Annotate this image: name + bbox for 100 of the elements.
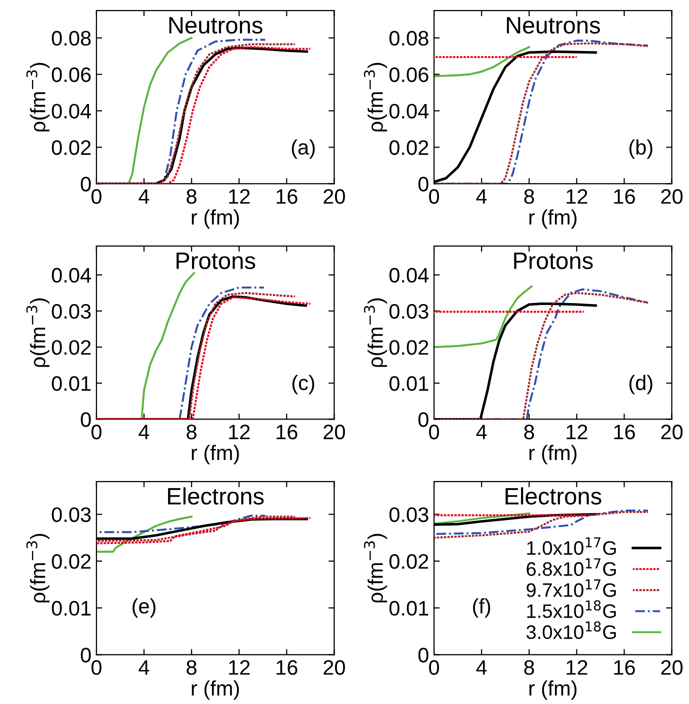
y-tick-label: 0.02 [52,140,91,156]
x-tick-label: 20 [661,424,683,440]
y-tick-label: 0.01 [389,376,428,391]
line-series [96,517,312,544]
y-tick-label: 0.03 [52,507,91,522]
x-tick-label: 0 [429,424,440,440]
y-tick-label: 0.01 [389,600,428,616]
line-series [434,511,649,539]
legend-label: 6.8x10$^{17}$G [526,558,616,576]
y-tick-label: 0.08 [389,30,428,46]
annotation: (a) [292,139,315,159]
line-series [434,46,530,78]
x-tick-label: 8 [186,660,196,675]
y-tick-label: 0.01 [52,376,91,391]
y-tick-label: 0.03 [389,304,428,319]
chart-title: Electrons [506,487,602,505]
x-axis-title: r (fm) [192,209,239,229]
y-tick-label: 0.08 [52,30,91,46]
y-tick-label: 0.04 [52,268,91,283]
y-axis-title: ρ(fm$^{−3}$) [26,534,50,602]
x-tick-label: 0 [91,189,102,204]
line-series [434,512,530,525]
y-tick-label: 0 [418,176,428,192]
x-tick-label: 20 [324,424,345,440]
y-tick-label: 0.01 [52,600,91,616]
y-axis-title: ρ(fm$^{−3}$) [364,534,388,602]
x-tick-label: 20 [661,189,683,204]
x-tick-label: 12 [229,660,250,675]
y-tick-label: 0 [80,648,91,662]
y-tick-label: 0.06 [52,67,91,82]
line-series [96,516,193,553]
chart-title: Protons [514,252,593,270]
x-tick-label: 16 [614,660,635,675]
y-tick-label: 0 [418,648,428,662]
chart-title: Electrons [168,487,264,505]
y-tick-label: 0.03 [52,304,91,319]
y-tick-label: 0.04 [389,268,429,283]
legend-label: 1.5x10$^{18}$G [527,600,616,618]
x-tick-label: 20 [661,660,683,675]
annotation: (b) [629,139,652,159]
x-tick-label: 20 [324,660,345,675]
x-tick-label: 4 [476,660,487,675]
x-axis-title: r (fm) [529,680,576,700]
legend-label: 1.0x10$^{17}$G [527,537,616,555]
y-axis-title: ρ(fm$^{−3}$) [26,298,50,367]
x-tick-label: 0 [91,660,102,675]
annotation: (e) [132,598,156,618]
x-tick-label: 12 [229,189,250,204]
y-axis-title: ρ(fm$^{−3}$) [26,62,50,132]
x-tick-label: 4 [476,189,487,204]
x-tick-label: 12 [566,424,588,440]
legend-label: 9.7x10$^{17}$G [526,579,616,597]
x-axis-title: r (fm) [192,444,239,464]
annotation: (f) [473,598,490,618]
x-axis-title: r (fm) [192,680,239,700]
x-tick-label: 4 [138,189,150,204]
annotation: (c) [292,374,314,394]
chart-title: Protons [176,252,256,270]
y-axis-title: ρ(fm$^{−3}$) [364,298,388,367]
x-tick-label: 12 [229,424,250,440]
y-tick-label: 0 [418,412,428,427]
annotation: (d) [629,374,652,394]
x-tick-label: 8 [524,660,534,675]
x-axis-title: r (fm) [529,209,576,229]
x-tick-label: 0 [91,424,102,440]
y-tick-label: 0 [80,412,91,427]
x-tick-label: 16 [276,189,298,204]
y-tick-label: 0.02 [52,340,91,355]
y-tick-label: 0.04 [52,104,91,119]
x-tick-label: 4 [138,660,150,675]
x-tick-label: 8 [524,189,534,204]
x-tick-label: 16 [276,424,298,440]
y-tick-label: 0.02 [389,340,428,355]
x-tick-label: 8 [186,189,196,204]
line-series [434,285,532,348]
x-axis-title: r (fm) [529,444,576,464]
chart-title: Neutrons [506,17,600,34]
chart-title: Neutrons [169,17,262,34]
x-tick-label: 8 [186,424,196,440]
x-tick-label: 0 [429,189,440,204]
x-tick-label: 4 [138,424,150,440]
x-tick-label: 16 [276,660,298,675]
y-tick-label: 0.02 [389,140,428,156]
x-tick-label: 20 [324,189,345,204]
x-tick-label: 0 [429,660,440,675]
x-tick-label: 16 [614,189,635,204]
y-tick-label: 0.03 [389,507,428,522]
x-tick-label: 12 [566,660,588,675]
x-tick-label: 16 [614,424,635,440]
line-series [96,516,296,542]
legend-label: 3.0x10$^{18}$G [526,621,616,640]
y-tick-label: 0.06 [389,67,428,82]
x-tick-label: 4 [476,424,487,440]
line-series [434,510,649,535]
y-tick-label: 0 [80,176,91,192]
y-tick-label: 0.04 [389,104,429,119]
x-tick-label: 12 [566,189,588,204]
y-tick-label: 0.02 [389,554,428,569]
y-tick-label: 0.02 [52,554,91,569]
x-tick-label: 8 [524,424,534,440]
